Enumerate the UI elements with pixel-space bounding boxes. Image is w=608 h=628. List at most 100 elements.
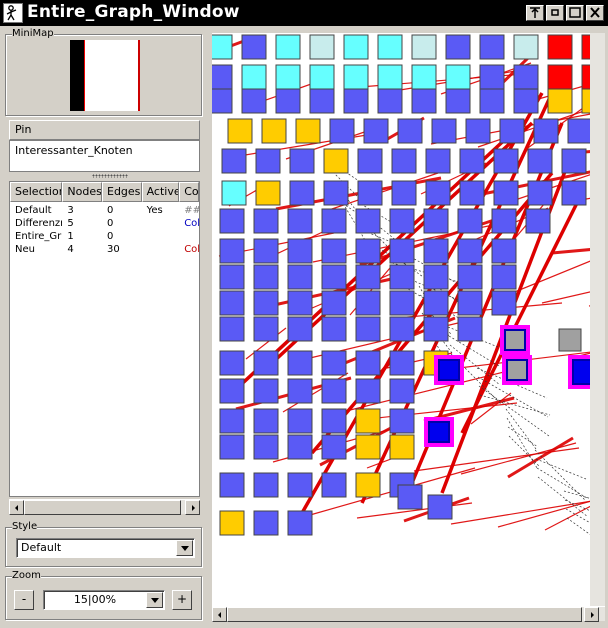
graph-node[interactable] [227,118,253,144]
graph-node[interactable] [357,180,383,206]
graph-node[interactable] [377,64,403,90]
column-header-selection[interactable]: Selection [10,182,63,202]
graph-node[interactable] [445,34,471,60]
table-hscrollbar[interactable] [9,499,200,515]
graph-node[interactable] [287,208,313,234]
graph-node[interactable] [423,316,449,342]
graph-node[interactable] [377,34,403,60]
column-header-edges[interactable]: Edges [102,182,142,202]
pin-item[interactable]: Interessanter_Knoten [15,144,133,157]
graph-node[interactable] [321,238,347,264]
graph-node[interactable] [219,238,245,264]
scroll-left-icon[interactable] [212,607,227,622]
graph-node[interactable] [212,34,233,60]
graph-node[interactable] [212,64,233,90]
graph-node[interactable] [255,180,281,206]
graph-node[interactable] [309,34,335,60]
graph-node[interactable] [355,290,381,316]
graph-node[interactable] [253,408,279,434]
graph-node[interactable] [253,290,279,316]
graph-node[interactable] [255,148,281,174]
graph-node[interactable] [275,34,301,60]
minimap-canvas[interactable] [70,40,140,111]
graph-node[interactable] [425,180,451,206]
graph-node[interactable] [219,316,245,342]
graph-node[interactable] [287,350,313,376]
graph-node[interactable] [547,34,573,60]
graph-node[interactable] [241,88,267,114]
splitter-grip[interactable] [92,174,128,178]
graph-hscrollbar[interactable] [212,606,605,622]
graph-node[interactable] [493,148,519,174]
graph-node[interactable] [527,180,553,206]
graph-node[interactable] [253,238,279,264]
graph-node[interactable] [391,180,417,206]
graph-node[interactable] [343,34,369,60]
style-select[interactable]: Default [16,538,195,558]
graph-node[interactable] [445,88,471,114]
graph-node[interactable] [547,64,573,90]
graph-node[interactable] [423,238,449,264]
graph-vscrollbar[interactable] [590,33,605,608]
graph-node[interactable] [547,88,573,114]
maximize-icon[interactable] [566,5,584,21]
graph-node[interactable] [321,472,347,498]
graph-node[interactable] [411,88,437,114]
graph-node[interactable] [321,350,347,376]
graph-node[interactable] [321,208,347,234]
graph-node[interactable] [389,378,415,404]
graph-node[interactable] [253,316,279,342]
graph-node[interactable] [275,88,301,114]
graph-node[interactable] [357,148,383,174]
graph-node[interactable] [355,434,381,460]
graph-node[interactable] [321,316,347,342]
graph-node[interactable] [253,350,279,376]
pin-icon[interactable] [526,5,544,21]
graph-node[interactable] [287,264,313,290]
graph-node[interactable] [287,290,313,316]
zoom-out-button[interactable]: - [14,590,34,610]
graph-node[interactable] [219,434,245,460]
graph-node[interactable] [309,88,335,114]
graph-node[interactable] [219,378,245,404]
graph-node[interactable] [411,34,437,60]
graph-node[interactable] [261,118,287,144]
graph-node[interactable] [493,180,519,206]
graph-node[interactable] [479,34,505,60]
graph-node[interactable] [253,208,279,234]
graph-node[interactable] [289,148,315,174]
graph-node[interactable] [397,118,423,144]
graph-node[interactable] [321,408,347,434]
graph-node[interactable] [457,264,483,290]
graph-node[interactable] [253,434,279,460]
graph-node[interactable] [411,64,437,90]
graph-node[interactable] [241,64,267,90]
graph-node[interactable] [491,264,517,290]
table-row[interactable]: Neu 4 30 Col [10,243,199,256]
graph-node[interactable] [391,148,417,174]
scroll-left-icon[interactable] [9,500,24,515]
graph-node[interactable] [355,408,381,434]
chevron-down-icon[interactable] [176,540,193,556]
graph-node[interactable] [287,408,313,434]
graph-node[interactable] [275,64,301,90]
graph-node[interactable] [389,434,415,460]
graph-node[interactable] [253,472,279,498]
graph-node[interactable] [355,472,381,498]
graph-node[interactable] [241,34,267,60]
graph-node[interactable] [287,238,313,264]
graph-node[interactable] [321,264,347,290]
table-row[interactable]: Entire_Gr 1 0 [10,230,199,243]
graph-node[interactable] [459,180,485,206]
scroll-right-icon[interactable] [185,500,200,515]
graph-node[interactable] [561,180,587,206]
zoom-value[interactable]: 15|00% [73,593,117,606]
minimize-icon[interactable] [546,5,564,21]
graph-node[interactable] [321,434,347,460]
graph-node[interactable] [513,88,539,114]
column-header-active[interactable]: Active [141,182,180,202]
graph-node[interactable] [355,264,381,290]
close-icon[interactable] [586,5,604,21]
graph-node[interactable] [343,88,369,114]
graph-node[interactable] [389,238,415,264]
